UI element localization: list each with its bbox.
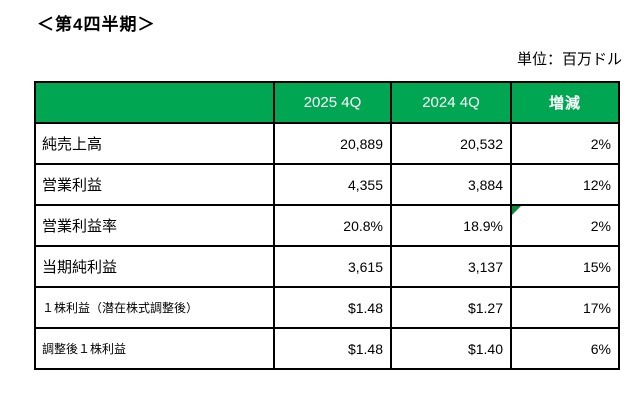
table-row-net-income: 当期純利益 3,615 3,137 15% bbox=[34, 245, 620, 288]
value-cell-2025q4: $1.48 bbox=[273, 327, 392, 370]
value-cell-2024q4: $1.27 bbox=[390, 286, 512, 329]
row-label: 純売上高 bbox=[34, 122, 275, 165]
value-cell-2025q4: $1.48 bbox=[273, 286, 392, 329]
value-cell-2024q4: 20,532 bbox=[390, 122, 512, 165]
value-cell-2024q4: 3,137 bbox=[390, 245, 512, 288]
value-cell-2024q4: 3,884 bbox=[390, 163, 512, 206]
value-cell-2024q4: 18.9% bbox=[390, 204, 512, 247]
financial-table: 2025 4Q 2024 4Q 増減 純売上高 20,889 20,532 2%… bbox=[34, 81, 620, 370]
value-text: 2% bbox=[590, 217, 611, 234]
value-cell-2025q4: 20,889 bbox=[273, 122, 392, 165]
row-label: 営業利益 bbox=[34, 163, 275, 206]
value-cell-2025q4: 4,355 bbox=[273, 163, 392, 206]
table-row-adjusted-eps: 調整後１株利益 $1.48 $1.40 6% bbox=[34, 327, 620, 370]
table-row-operating-income: 営業利益 4,355 3,884 12% bbox=[34, 163, 620, 206]
row-label: 営業利益率 bbox=[34, 204, 275, 247]
value-cell-2025q4: 3,615 bbox=[273, 245, 392, 288]
col-header-2024q4: 2024 4Q bbox=[390, 81, 512, 124]
value-cell-2024q4: $1.40 bbox=[390, 327, 512, 370]
col-header-2025q4: 2025 4Q bbox=[273, 81, 392, 124]
row-label: 当期純利益 bbox=[34, 245, 275, 288]
unit-label: 単位：百万ドル bbox=[516, 51, 622, 68]
table-row-operating-margin: 営業利益率 20.8% 18.9% 2% bbox=[34, 204, 620, 247]
value-cell-change: 15% bbox=[510, 245, 620, 288]
value-cell-change: 17% bbox=[510, 286, 620, 329]
cell-error-indicator-icon bbox=[513, 207, 521, 215]
value-cell-change: 2% bbox=[510, 122, 620, 165]
page-title: ＜第4四半期＞ bbox=[37, 15, 156, 34]
value-cell-change: 6% bbox=[510, 327, 620, 370]
table-row-eps-diluted: １株利益（潜在株式調整後） $1.48 $1.27 17% bbox=[34, 286, 620, 329]
value-cell-2025q4: 20.8% bbox=[273, 204, 392, 247]
row-label: １株利益（潜在株式調整後） bbox=[34, 286, 275, 329]
value-cell-change: 2% bbox=[510, 204, 620, 247]
header-row: 2025 4Q 2024 4Q 増減 bbox=[34, 81, 620, 124]
table-row-net-sales: 純売上高 20,889 20,532 2% bbox=[34, 122, 620, 165]
row-label: 調整後１株利益 bbox=[34, 327, 275, 370]
value-cell-change: 12% bbox=[510, 163, 620, 206]
col-header-blank bbox=[34, 81, 275, 124]
col-header-change: 増減 bbox=[510, 81, 620, 124]
